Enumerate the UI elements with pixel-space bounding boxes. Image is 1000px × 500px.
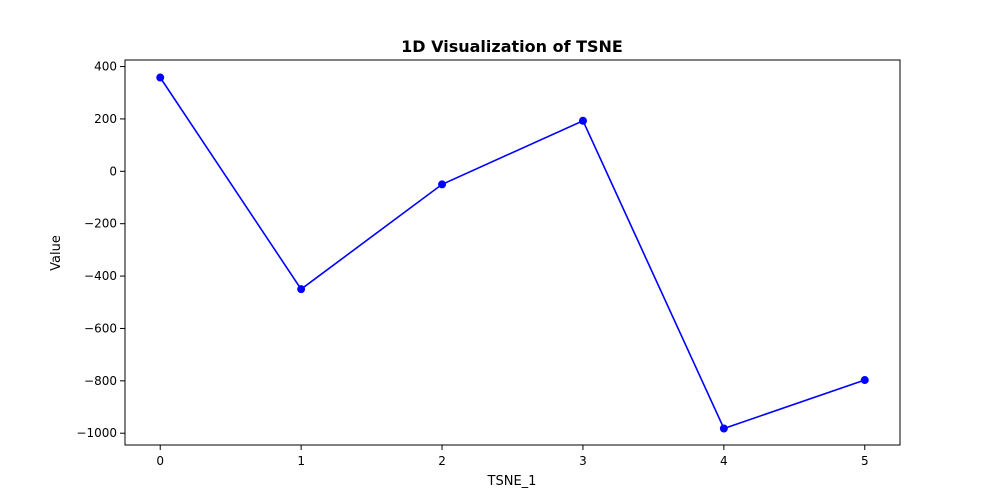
- data-point: [438, 180, 447, 189]
- x-tick-label: 3: [579, 454, 587, 468]
- y-tick-label: −200: [84, 217, 117, 231]
- x-axis-ticks: 0 1 2 3 4 5: [156, 445, 869, 468]
- data-point: [156, 73, 165, 82]
- plot-frame: [124, 59, 901, 446]
- chart-title: 1D Visualization of TSNE: [401, 37, 623, 56]
- x-tick-label: 1: [297, 454, 305, 468]
- x-axis-label: TSNE_1: [487, 474, 537, 489]
- y-axis-label: Value: [49, 235, 64, 271]
- y-tick-label: −600: [84, 321, 117, 335]
- y-tick-label: −400: [84, 269, 117, 283]
- series-line: [159, 77, 866, 430]
- y-tick-label: 400: [94, 60, 117, 74]
- series-layer: [156, 73, 869, 433]
- x-tick-label: 2: [438, 454, 446, 468]
- data-point: [860, 376, 869, 385]
- y-tick-label: −800: [84, 374, 117, 388]
- y-axis-ticks: 400 200 0 −200 −400 −600 −800 −1000: [76, 60, 125, 440]
- y-tick-label: 0: [109, 164, 117, 178]
- data-point: [297, 285, 306, 294]
- data-point: [719, 424, 728, 433]
- x-tick-label: 0: [156, 454, 164, 468]
- y-tick-label: −1000: [76, 426, 117, 440]
- y-tick-label: 200: [94, 112, 117, 126]
- x-tick-label: 5: [861, 454, 869, 468]
- data-point: [578, 116, 587, 125]
- x-tick-label: 4: [720, 454, 728, 468]
